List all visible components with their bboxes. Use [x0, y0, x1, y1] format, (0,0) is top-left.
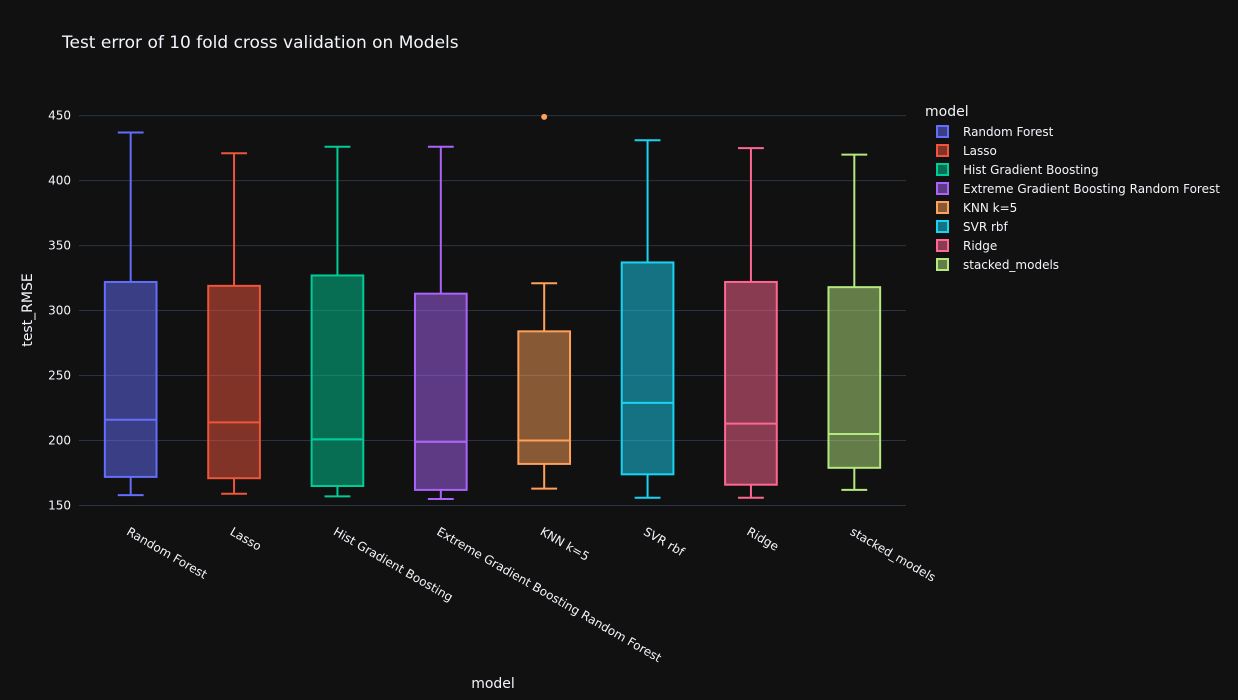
- y-tick-label: 300: [48, 304, 71, 318]
- legend-item[interactable]: KNN k=5: [925, 198, 1220, 217]
- legend-label: KNN k=5: [963, 200, 1018, 215]
- x-tick-label: Extreme Gradient Boosting Random Forest: [434, 524, 664, 665]
- gridlines: [79, 115, 906, 507]
- legend-item[interactable]: Ridge: [925, 236, 1220, 255]
- y-tick-label: 450: [48, 109, 71, 123]
- chart-title: Test error of 10 fold cross validation o…: [62, 33, 459, 53]
- y-tick-label: 250: [48, 369, 71, 383]
- legend-swatch: [936, 220, 949, 233]
- box-3[interactable]: [310, 145, 365, 498]
- legend-swatch: [936, 258, 949, 271]
- legend-item[interactable]: Lasso: [925, 141, 1220, 160]
- box-7[interactable]: [724, 147, 778, 499]
- x-tick-label: Lasso: [228, 524, 264, 553]
- legend-swatch: [936, 239, 949, 252]
- box-4[interactable]: [413, 145, 468, 501]
- legend-swatch: [936, 125, 949, 138]
- x-axis-title: model: [471, 676, 515, 692]
- legend-item[interactable]: Random Forest: [925, 122, 1220, 141]
- legend-item[interactable]: SVR rbf: [925, 217, 1220, 236]
- box-iqr: [620, 261, 675, 476]
- box-iqr: [827, 286, 882, 469]
- legend-items: Random Forest Lasso Hist Gradient Boosting…: [925, 122, 1220, 274]
- y-tick-label: 350: [48, 239, 71, 253]
- legend-title: model: [925, 104, 969, 120]
- legend-label: Lasso: [963, 143, 997, 158]
- x-axis-ticks: Random Forest Lasso Hist Gradient Boosting…: [124, 524, 938, 665]
- y-axis-title: test_RMSE: [20, 273, 36, 346]
- outlier-point[interactable]: [541, 113, 548, 120]
- legend-label: Random Forest: [963, 124, 1054, 139]
- legend-label: Extreme Gradient Boosting Random Forest: [963, 181, 1220, 196]
- box-iqr: [103, 280, 158, 478]
- box-6[interactable]: [620, 139, 675, 499]
- legend-item[interactable]: Extreme Gradient Boosting Random Forest: [925, 179, 1220, 198]
- legend-swatch: [936, 163, 949, 176]
- x-tick-label: Ridge: [744, 524, 781, 553]
- legend-swatch: [936, 182, 949, 195]
- y-axis-ticks: 150 200 250 300 350 400 450: [48, 109, 71, 513]
- x-tick-label: SVR rbf: [641, 524, 687, 559]
- legend-item[interactable]: stacked_models: [925, 255, 1220, 274]
- legend-swatch: [936, 201, 949, 214]
- legend-swatch: [936, 144, 949, 157]
- legend-label: Ridge: [963, 238, 998, 253]
- legend: model Random Forest Lasso Hist Gradient Bo…: [925, 104, 1220, 274]
- legend-label: stacked_models: [963, 257, 1060, 272]
- box-iqr: [413, 292, 468, 491]
- x-tick-label: stacked_models: [848, 524, 938, 584]
- y-tick-label: 200: [48, 434, 71, 448]
- legend-label: Hist Gradient Boosting: [963, 162, 1099, 177]
- box-iqr: [724, 280, 778, 486]
- box-2[interactable]: [207, 152, 261, 495]
- y-tick-label: 400: [48, 174, 71, 188]
- box-iqr: [310, 274, 365, 488]
- x-tick-label: KNN k=5: [538, 524, 592, 563]
- box-iqr: [207, 284, 261, 480]
- legend-item[interactable]: Hist Gradient Boosting: [925, 160, 1220, 179]
- box-iqr: [517, 330, 572, 465]
- legend-label: SVR rbf: [963, 219, 1008, 234]
- box-1[interactable]: [103, 131, 158, 497]
- x-tick-label: Random Forest: [124, 524, 209, 581]
- boxes: [103, 113, 882, 501]
- box-5[interactable]: [517, 113, 572, 490]
- box-8[interactable]: [827, 153, 882, 491]
- y-tick-label: 150: [48, 499, 71, 513]
